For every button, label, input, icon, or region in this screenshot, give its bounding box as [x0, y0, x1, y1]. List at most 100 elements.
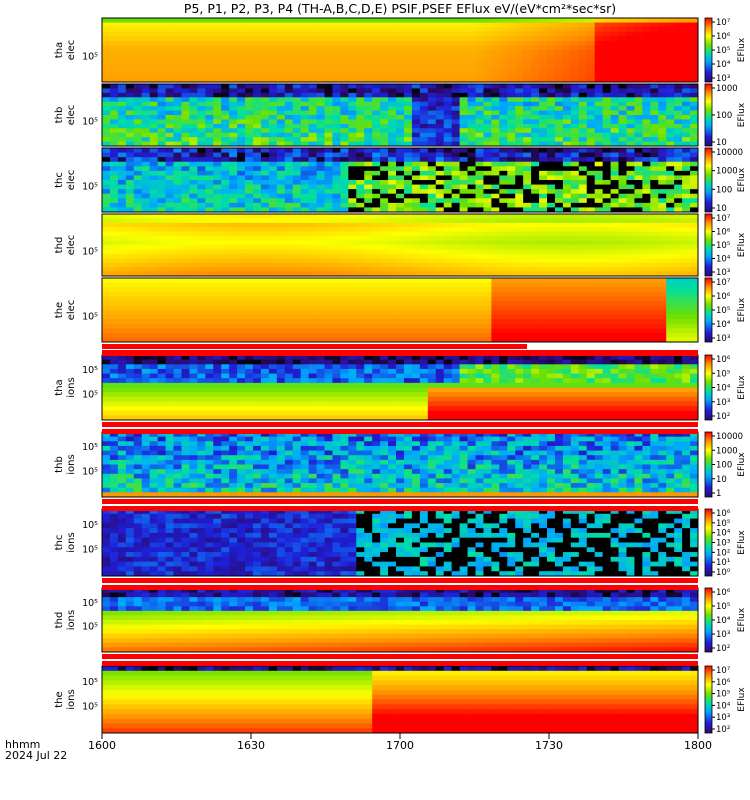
heatmap-cell [117, 101, 127, 107]
heatmap-cell [578, 110, 588, 116]
heatmap-cell [388, 207, 397, 213]
heatmap-cell [245, 27, 254, 33]
heatmap-cell [658, 262, 667, 268]
heatmap-cell [570, 184, 580, 190]
heatmap-cell [403, 180, 413, 185]
heatmap-cell [102, 77, 111, 83]
heatmap-cell [674, 193, 683, 199]
heatmap-cell [348, 282, 357, 288]
heatmap-cell [578, 27, 588, 33]
heatmap-cell [221, 157, 230, 163]
heatmap-cell [650, 101, 659, 107]
heatmap-cell [547, 152, 556, 158]
heatmap-cell [189, 161, 198, 167]
heatmap-cell [411, 240, 421, 246]
heatmap-cell [324, 84, 333, 89]
heatmap-cell [332, 253, 341, 259]
heatmap-cell [396, 97, 405, 103]
heatmap-cell [364, 141, 373, 147]
heatmap-cell [507, 207, 516, 213]
heatmap-cell [260, 141, 270, 147]
heatmap-cell [260, 310, 270, 315]
heatmap-cell [356, 227, 365, 233]
heatmap-cell [451, 258, 460, 264]
heatmap-cell [197, 184, 206, 190]
heatmap-cell [197, 45, 206, 51]
heatmap-cell [642, 157, 651, 163]
heatmap-cell [443, 175, 453, 181]
heatmap-cell [356, 300, 365, 306]
heatmap-cell [221, 148, 230, 153]
heatmap-cell [260, 323, 270, 329]
heatmap-cell [268, 128, 278, 134]
heatmap-cell [570, 101, 580, 107]
heatmap-cell [578, 128, 588, 134]
heatmap-cell [245, 68, 254, 74]
heatmap-cell [642, 214, 651, 219]
heatmap-cell [324, 207, 333, 213]
heatmap-cell [626, 170, 635, 176]
heatmap-cell [435, 54, 445, 60]
heatmap-cell [618, 40, 627, 46]
heatmap-cell [316, 267, 325, 272]
heatmap-cell [372, 97, 381, 103]
heatmap-cell [523, 106, 532, 111]
heatmap-cell [666, 236, 675, 241]
heatmap-cell [666, 271, 675, 277]
heatmap-cell [403, 282, 413, 288]
heatmap-cell [682, 189, 691, 195]
heatmap-cell [594, 218, 604, 224]
heatmap-cell [666, 72, 675, 78]
heatmap-cell [388, 282, 397, 288]
heatmap-cell [102, 115, 111, 120]
heatmap-cell [237, 106, 246, 111]
heatmap-cell [642, 106, 651, 111]
heatmap-cell [117, 27, 127, 33]
heatmap-cell [133, 68, 143, 74]
heatmap-cell [483, 258, 492, 264]
heatmap-cell [634, 157, 643, 163]
heatmap-cell [181, 170, 190, 176]
heatmap-cell [205, 119, 214, 125]
heatmap-cell [252, 184, 262, 190]
heatmap-cell [102, 54, 111, 60]
heatmap-cell [554, 22, 564, 28]
heatmap-cell [300, 166, 310, 172]
heatmap-cell [682, 97, 691, 103]
heatmap-cell [396, 84, 405, 89]
heatmap-cell [586, 45, 596, 51]
heatmap-cell [388, 305, 397, 311]
heatmap-cell [102, 278, 111, 283]
heatmap-cell [245, 282, 254, 288]
heatmap-cell [396, 137, 405, 142]
heatmap-cell [133, 54, 143, 60]
heatmap-cell [610, 110, 619, 116]
heatmap-cell [515, 31, 524, 37]
heatmap-cell [411, 278, 421, 283]
heatmap-cell [332, 305, 341, 311]
heatmap-cell [451, 123, 460, 129]
heatmap-cell [467, 141, 476, 147]
heatmap-cell [531, 40, 540, 46]
heatmap-cell [102, 148, 111, 153]
heatmap-cell [547, 141, 556, 147]
heatmap-cell [308, 287, 317, 293]
heatmap-cell [491, 175, 500, 181]
heatmap-cell [205, 36, 214, 42]
heatmap-cell [634, 115, 643, 120]
heatmap-cell [292, 115, 302, 120]
heatmap-cell [181, 231, 190, 237]
heatmap-cell [340, 214, 349, 219]
heatmap-cell [181, 253, 190, 259]
heatmap-cell [125, 253, 135, 259]
heatmap-cell [602, 271, 611, 277]
heatmap-cell [491, 300, 500, 306]
heatmap-cell [642, 166, 651, 172]
heatmap-cell [276, 157, 286, 163]
heatmap-cell [475, 202, 484, 208]
heatmap-cell [157, 27, 166, 33]
heatmap-cell [396, 31, 405, 37]
heatmap-cell [658, 128, 667, 134]
heatmap-cell [451, 198, 460, 204]
heatmap-cell [316, 310, 325, 315]
